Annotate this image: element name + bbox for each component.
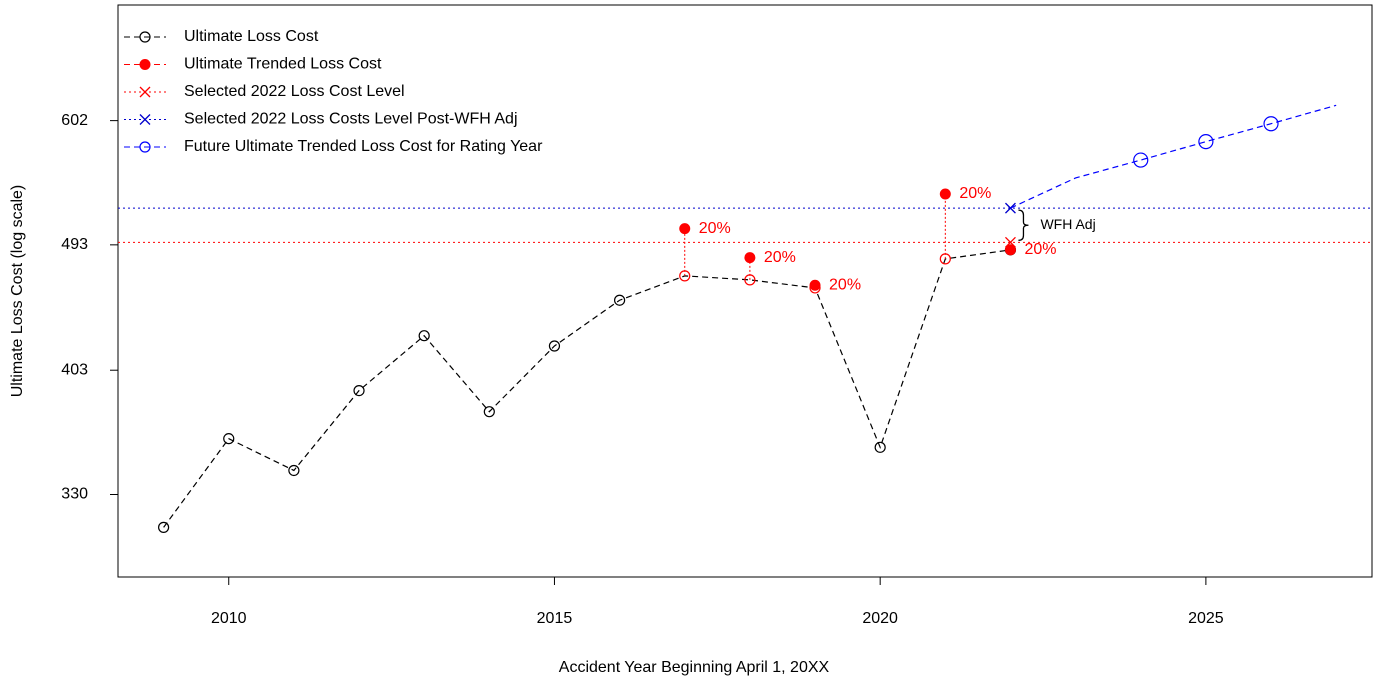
data-label: 20% <box>1024 241 1056 258</box>
point <box>809 279 821 291</box>
x-tick-label: 2025 <box>1188 610 1224 627</box>
y-axis-title: Ultimate Loss Cost (log scale) <box>9 185 26 398</box>
y-tick-label: 493 <box>61 236 88 253</box>
legend-label: Future Ultimate Trended Loss Cost for Ra… <box>184 138 543 155</box>
point <box>679 223 691 235</box>
point <box>158 521 170 533</box>
point <box>483 406 495 418</box>
legend-marker <box>139 31 151 43</box>
point <box>548 340 561 352</box>
bracket <box>1018 209 1029 241</box>
x-tick-label: 2015 <box>537 610 573 627</box>
legend-label: Ultimate Loss Cost <box>184 28 319 45</box>
point <box>874 441 886 453</box>
legend-marker <box>139 141 151 153</box>
data-label: 20% <box>959 185 991 202</box>
series-line <box>163 249 1011 528</box>
point <box>223 433 235 445</box>
legend-label: Selected 2022 Loss Cost Level <box>184 83 405 100</box>
legend: Ultimate Loss Cost Ultimate Trended Loss … <box>124 28 543 155</box>
x-tick-label: 2010 <box>211 610 247 627</box>
point <box>418 330 430 342</box>
legend-label: Ultimate Trended Loss Cost <box>184 56 382 73</box>
legend-marker <box>139 86 151 98</box>
point <box>1263 116 1279 132</box>
plot-frame <box>117 4 1373 578</box>
x-tick-label: 2020 <box>862 610 898 627</box>
point <box>288 464 300 477</box>
y-tick-label: 403 <box>61 361 88 378</box>
series-line <box>1010 104 1337 209</box>
point <box>744 252 756 264</box>
point <box>1005 236 1016 248</box>
point <box>353 385 365 397</box>
data-label: 20% <box>829 276 861 293</box>
bracket-label: WFH Adj <box>1040 216 1095 232</box>
x-axis-title: Accident Year Beginning April 1, 20XX <box>559 659 830 676</box>
legend-marker <box>139 59 151 70</box>
point <box>939 188 951 200</box>
point <box>1004 244 1016 256</box>
data-label: 20% <box>699 220 731 237</box>
point <box>1133 152 1149 168</box>
data-label: 20% <box>764 249 796 266</box>
legend-label: Selected 2022 Loss Costs Level Post-WFH … <box>184 111 518 128</box>
point <box>613 294 626 306</box>
y-tick-label: 602 <box>61 112 88 129</box>
point <box>1198 134 1214 150</box>
y-tick-label: 330 <box>61 486 88 503</box>
legend-marker <box>139 114 151 125</box>
